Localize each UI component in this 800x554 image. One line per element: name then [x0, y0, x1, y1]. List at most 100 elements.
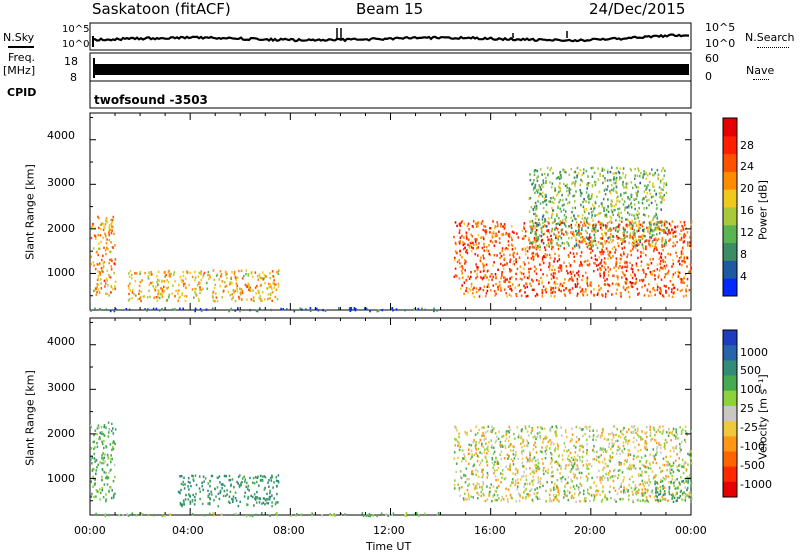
power-cell-3	[500, 233, 503, 236]
velocity-cell-3	[641, 491, 644, 495]
velocity-cell-1	[244, 491, 246, 494]
power-cell-3	[473, 286, 475, 289]
power-cell-3	[569, 291, 571, 294]
velocity-cell-3	[596, 489, 598, 492]
velocity-cell-3	[581, 428, 583, 432]
power-cell-3	[509, 287, 511, 291]
power-cell-4	[550, 197, 552, 200]
power-cell-3	[659, 262, 662, 266]
power-cell-4	[642, 244, 644, 248]
power-cell-0	[104, 285, 106, 288]
velocity-cell-3	[532, 475, 534, 478]
power-cell-4	[625, 185, 627, 189]
power-cell-4	[596, 213, 598, 217]
velocity-cell-3	[687, 494, 690, 498]
power-cell-2	[255, 309, 258, 312]
power-cell-3	[544, 288, 547, 292]
power-cell-3	[632, 237, 634, 240]
power-cell-4	[567, 194, 570, 197]
power-cell-3	[673, 286, 676, 289]
power-cell-3	[679, 238, 681, 242]
nave-tick-bottom: 0	[705, 70, 712, 83]
power-cell-4	[593, 239, 595, 242]
power-cell-3	[563, 247, 565, 250]
power-cell-1	[267, 297, 269, 301]
velocity-cell-3	[537, 458, 539, 461]
velocity-cell-2	[329, 513, 331, 516]
power-cell-4	[582, 200, 584, 204]
power-cell-3	[567, 272, 569, 275]
power-cell-0	[96, 283, 99, 286]
velocity-cell-3	[486, 459, 488, 462]
power-cell-4	[647, 215, 650, 218]
power-cell-4	[643, 173, 645, 176]
velocity-cell-1	[198, 475, 201, 478]
power-cell-3	[683, 258, 686, 262]
power-cell-3	[615, 248, 617, 251]
power-cell-3	[622, 251, 625, 254]
power-cell-0	[109, 228, 111, 231]
velocity-cell-4	[688, 495, 691, 499]
velocity-cell-3	[552, 499, 555, 502]
power-cell-4	[601, 167, 604, 170]
velocity-cell-3	[527, 441, 530, 445]
velocity-cell-1	[213, 499, 215, 502]
velocity-cell-3	[572, 485, 575, 488]
power-cell-4	[559, 235, 561, 238]
power-cell-3	[527, 256, 529, 260]
power-cell-3	[561, 284, 564, 287]
power-cell-1	[139, 280, 142, 284]
power-cell-4	[604, 179, 606, 183]
power-cell-2	[354, 309, 357, 312]
power-cell-1	[250, 298, 253, 301]
power-cell-4	[534, 186, 536, 189]
power-cell-4	[622, 232, 624, 235]
power-cell-0	[106, 292, 109, 295]
power-cell-4	[625, 218, 627, 221]
power-cell-3	[606, 283, 609, 286]
power-cell-4	[660, 191, 663, 195]
power-cell-4	[609, 170, 612, 174]
velocity-cell-3	[458, 435, 460, 439]
velocity-cell-3	[499, 453, 501, 456]
power-cell-3	[571, 247, 574, 250]
velocity-cell-2	[415, 511, 418, 515]
velocity-cell-3	[603, 466, 606, 469]
power-cell-3	[532, 280, 534, 283]
power-cell-3	[511, 238, 513, 242]
power-cell-3	[535, 229, 538, 232]
velocity-cell-3	[468, 483, 471, 486]
power-cell-3	[620, 253, 622, 256]
velocity-cell-2	[290, 514, 292, 517]
power-cell-4	[573, 234, 576, 238]
velocity-cell-3	[664, 438, 667, 442]
power-cell-0	[105, 277, 108, 280]
power-cell-3	[458, 229, 461, 232]
power-cell-2	[179, 307, 181, 310]
velocity-cell-0	[99, 437, 101, 441]
power-cell-2	[324, 309, 327, 313]
power-cell-1	[206, 281, 208, 285]
power-cell-3	[611, 282, 614, 285]
power-cell-3	[616, 275, 618, 278]
velocity-cell-3	[668, 463, 671, 466]
power-cell-0	[104, 232, 106, 235]
power-cell-2	[404, 309, 406, 312]
velocity-cell-4	[682, 480, 685, 483]
power-cell-3	[575, 238, 577, 242]
power-cell-4	[639, 226, 641, 229]
velocity-cell-3	[640, 448, 642, 452]
velocity-cell-3	[550, 488, 552, 492]
power-cell-1	[249, 288, 252, 291]
velocity-cell-1	[264, 503, 266, 506]
power-cell-4	[626, 206, 628, 209]
power-cell-0	[98, 247, 101, 250]
velocity-cell-3	[459, 470, 462, 473]
power-cell-3	[586, 263, 589, 267]
power-cell-3	[458, 277, 461, 280]
power-cell-2	[158, 309, 161, 312]
power-cell-4	[551, 227, 554, 231]
power-cell-4	[583, 168, 585, 171]
power-cell-3	[634, 274, 636, 277]
power-cell-1	[129, 269, 132, 273]
